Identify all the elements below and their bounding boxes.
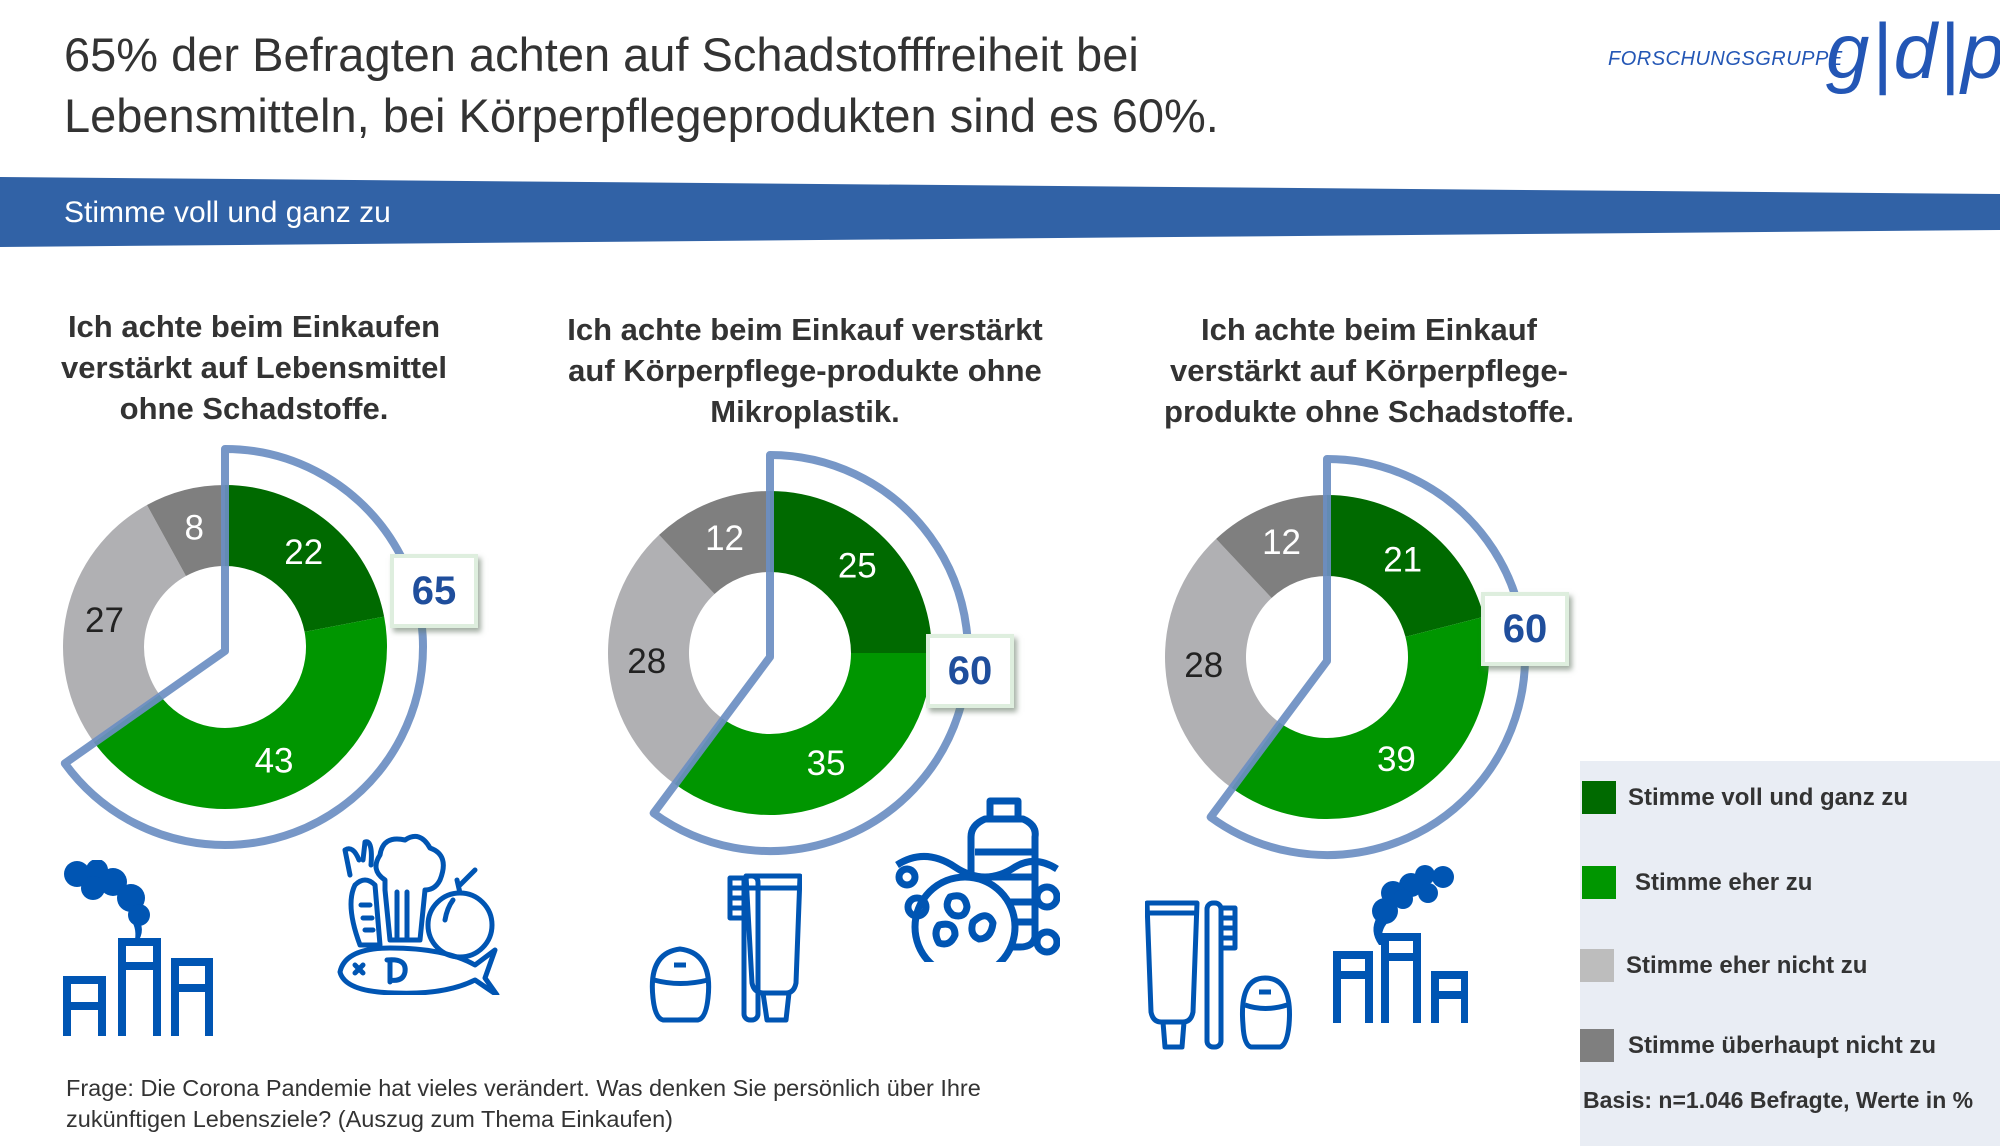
data-label: 8 [185, 508, 204, 547]
donut-segment [674, 653, 932, 815]
question-line-1: Frage: Die Corona Pandemie hat vieles ve… [66, 1075, 981, 1101]
data-label: 12 [1262, 523, 1301, 562]
chart-1-title-line: ohne Schadstoffe. [119, 391, 389, 426]
chart-3-title-line: verstärkt auf Körperpflege- [1170, 353, 1568, 388]
donut-segment [1231, 616, 1490, 820]
legend-swatch [1582, 866, 1616, 899]
legend-item: Stimme eher zu [1582, 866, 1812, 899]
highlight-outline [649, 451, 972, 855]
legend-swatch [1580, 949, 1614, 982]
question-line-2: zukünftigen Lebensziele? (Auszug zum The… [66, 1106, 674, 1132]
chart-2-highlight-value: 60 [926, 634, 1014, 708]
data-label: 39 [1377, 740, 1416, 779]
groceries-icon [337, 833, 500, 995]
data-label: 25 [838, 547, 877, 586]
title-line-2: Lebensmitteln, bei Körperpflegeprodukten… [64, 89, 1219, 142]
donut-chart-2: 25 35 28 12 [608, 451, 972, 855]
chart-3-highlight-value: 60 [1481, 592, 1569, 666]
chart-2-title: Ich achte beim Einkauf verstärkt auf Kör… [525, 309, 1085, 432]
data-label: 27 [85, 601, 124, 640]
donut-segment [659, 491, 770, 594]
factory-icon [1333, 865, 1468, 1023]
highlight-outline [1206, 455, 1529, 859]
data-label: 22 [284, 533, 323, 572]
dental-care-icon [1145, 900, 1292, 1050]
legend-label: Stimme überhaupt nicht zu [1628, 1031, 1937, 1059]
data-label: 28 [627, 642, 666, 681]
legend-item: Stimme eher nicht zu [1580, 949, 1867, 982]
chart-1-title: Ich achte beim Einkaufen verstärkt auf L… [0, 306, 534, 429]
legend-item: Stimme voll und ganz zu [1582, 781, 1908, 814]
logo-text: FORSCHUNGSGRUPPE [1608, 48, 1843, 70]
factory-icon [63, 860, 213, 1036]
donut-segment [1327, 495, 1484, 637]
question-note: Frage: Die Corona Pandemie hat vieles ve… [66, 1073, 1166, 1135]
donut-chart-1: 22 43 27 8 [60, 445, 427, 849]
legend-swatch [1582, 781, 1616, 814]
chart-1-highlight-value: 65 [390, 554, 478, 628]
donut-chart-3: 21 39 28 12 [1165, 455, 1529, 859]
chart-1-title-line: Ich achte beim Einkaufen [67, 309, 441, 344]
legend: Stimme voll und ganz zu Stimme eher zu S… [1580, 761, 2000, 1146]
data-label: 28 [1184, 646, 1223, 685]
page-title: 65% der Befragten achten auf Schadstofff… [64, 24, 1564, 146]
data-label: 35 [807, 744, 846, 783]
donut-segment [63, 505, 186, 743]
microplastic-icon [895, 797, 1060, 962]
chart-3-title-line: produkte ohne Schadstoffe. [1164, 394, 1574, 429]
chart-2-title-line: auf Körperpflege-produkte ohne [568, 353, 1042, 388]
chart-2-title-line: Ich achte beim Einkauf verstärkt [567, 312, 1043, 347]
legend-label: Stimme eher nicht zu [1626, 951, 1868, 979]
data-label: 12 [705, 519, 744, 558]
legend-label: Stimme eher zu [1635, 868, 1813, 896]
chart-1-title-line: verstärkt auf Lebensmittel [61, 350, 447, 385]
donut-segment [146, 485, 225, 577]
legend-item: Stimme überhaupt nicht zu [1580, 1029, 1936, 1062]
donut-segment [1216, 495, 1327, 598]
legend-label: Stimme voll und ganz zu [1628, 783, 1909, 811]
title-line-1: 65% der Befragten achten auf Schadstofff… [64, 28, 1139, 81]
basis-note: Basis: n=1.046 Befragte, Werte in % [1583, 1087, 1974, 1113]
chart-3-title-line: Ich achte beim Einkauf [1201, 312, 1537, 347]
chart-3-title: Ich achte beim Einkauf verstärkt auf Kör… [1089, 309, 1649, 432]
highlight-outline [60, 445, 427, 849]
donut-segment [225, 485, 385, 632]
banner-bar [0, 177, 2000, 247]
banner-label: Stimme voll und ganz zu [64, 196, 391, 229]
data-label: 43 [255, 741, 294, 780]
legend-swatch [1580, 1029, 1614, 1062]
chart-2-title-line: Mikroplastik. [710, 394, 900, 429]
data-label: 21 [1383, 540, 1422, 579]
donut-segment [93, 616, 387, 809]
logo-mark: g|d|p [1826, 7, 2000, 95]
donut-segment [608, 534, 723, 785]
donut-segment [770, 491, 932, 653]
dental-care-icon [649, 873, 802, 1023]
donut-segment [1165, 538, 1280, 789]
